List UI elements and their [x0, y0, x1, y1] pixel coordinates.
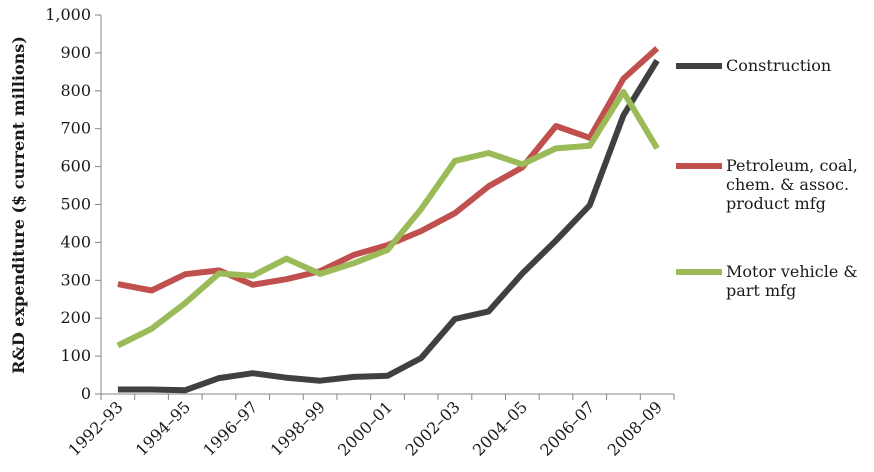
- legend-swatch-construction: [676, 63, 722, 69]
- legend-item-motor-vehicle: Motor vehicle & part mfg: [676, 262, 874, 300]
- series-line-motor-vehicle: [116, 88, 660, 349]
- y-tick-label: 300: [60, 270, 91, 289]
- y-tick-label: 900: [60, 43, 91, 62]
- series-line-petroleum: [117, 46, 660, 294]
- x-tick-label: 1996–97: [199, 397, 261, 459]
- legend-item-construction: Construction: [676, 56, 874, 75]
- legend-item-petroleum: Petroleum, coal, chem. & assoc. product …: [676, 156, 874, 213]
- y-tick-label: 700: [60, 119, 91, 138]
- y-axis-title: R&D expenditure ($ current millions): [9, 36, 28, 374]
- x-tick-label: 1998–99: [267, 397, 329, 459]
- y-tick-label: 200: [60, 308, 91, 327]
- x-tick-label: 2002–03: [401, 397, 463, 459]
- y-tick-label: 400: [60, 232, 91, 251]
- legend-label-petroleum: Petroleum, coal, chem. & assoc. product …: [726, 156, 858, 213]
- y-tick-label: 600: [60, 157, 91, 176]
- legend-swatch-motor-vehicle: [676, 269, 722, 275]
- y-tick-label: 800: [60, 81, 91, 100]
- x-tick-label: 2000–01: [334, 397, 396, 459]
- y-tick-label: 1,000: [45, 5, 91, 24]
- x-tick-label: 2006–07: [536, 397, 598, 459]
- series-lines: [116, 46, 660, 394]
- y-tick-label: 500: [60, 195, 91, 214]
- x-tick-label: 1992–93: [64, 397, 126, 459]
- y-tick-label: 100: [60, 346, 91, 365]
- x-tick-label: 2008–09: [604, 397, 666, 459]
- legend-label-construction: Construction: [726, 56, 832, 75]
- legend-label-motor-vehicle: Motor vehicle & part mfg: [726, 262, 858, 300]
- legend-swatch-petroleum: [676, 163, 722, 169]
- x-tick-label: 2004–05: [469, 397, 531, 459]
- series-line-construction: [117, 58, 660, 394]
- y-tick-label: 0: [81, 384, 91, 403]
- x-tick-label: 1994–95: [132, 397, 194, 459]
